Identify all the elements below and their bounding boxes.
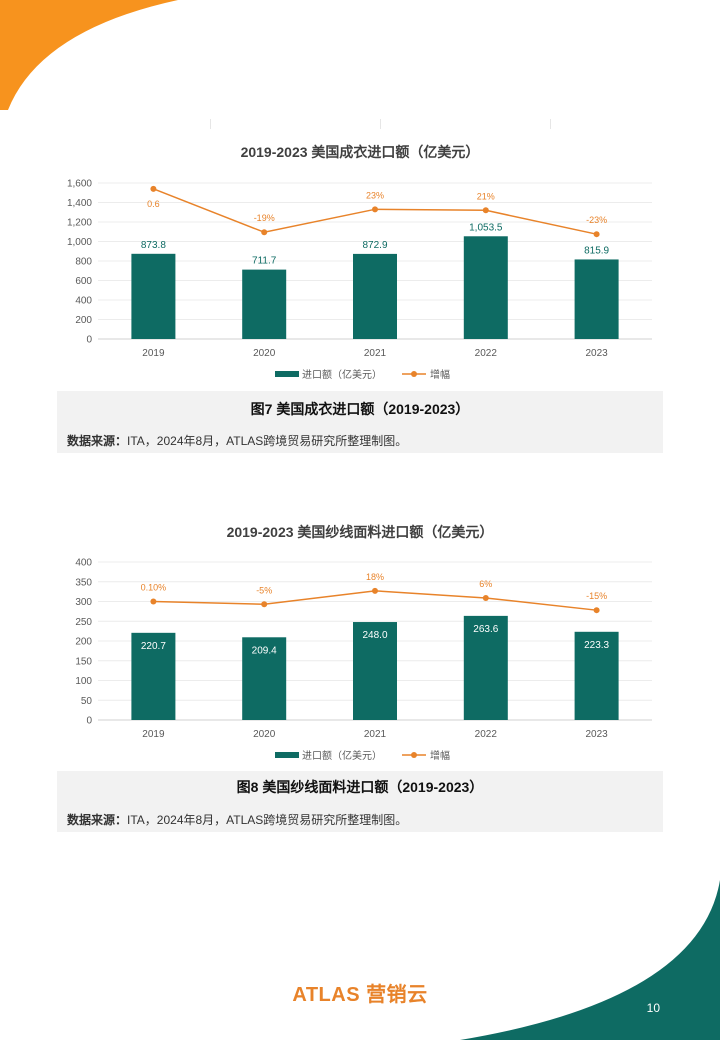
growth-label: -5%: [256, 585, 272, 595]
growth-marker: [593, 231, 600, 238]
x-tick-label: 2022: [475, 348, 498, 359]
growth-marker: [482, 207, 489, 214]
y-tick-label: 1,200: [67, 218, 92, 229]
x-tick-label: 2020: [253, 348, 276, 359]
bar-value-label: 209.4: [252, 645, 277, 656]
y-tick-label: 350: [75, 577, 92, 588]
legend-bar-label: 进口额（亿美元）: [302, 368, 382, 381]
legend-bar-swatch: [275, 371, 299, 377]
y-tick-label: 250: [75, 617, 92, 628]
legend-line-marker: [411, 371, 417, 377]
growth-marker: [261, 601, 268, 608]
bar-value-label: 220.7: [141, 641, 166, 652]
figure-source: 数据来源：ITA，2024年8月，ATLAS跨境贸易研究所整理制图。: [67, 432, 407, 449]
growth-marker: [482, 594, 489, 601]
top-left-orange-arc: [0, 0, 178, 110]
legend-line-label: 增幅: [430, 368, 450, 381]
bar-value-label: 872.9: [362, 240, 387, 251]
growth-label: 6%: [479, 579, 492, 589]
bar-value-label: 815.9: [584, 245, 609, 256]
y-tick-label: 0: [86, 716, 92, 727]
growth-label: -23%: [586, 215, 607, 225]
legend-line-marker: [411, 752, 417, 758]
bar: [131, 632, 176, 720]
growth-marker: [593, 607, 600, 614]
bar-value-label: 1,053.5: [469, 222, 503, 233]
legend-bar-label: 进口额（亿美元）: [302, 749, 382, 762]
y-tick-label: 300: [75, 597, 92, 608]
chart-garment-imports: 2019-2023 美国成衣进口额（亿美元） 0 200 400 600 800 1,000…: [67, 144, 652, 381]
bar-value-label: 223.3: [584, 640, 609, 651]
y-tick-label: 1,000: [67, 237, 92, 248]
source-text: ITA，2024年8月，ATLAS跨境贸易研究所整理制图。: [127, 813, 408, 827]
bar: [574, 259, 619, 339]
bar-value-label: 711.7: [252, 256, 277, 267]
figure-8-caption-box: 图8 美国纱线面料进口额（2019-2023） 数据来源：ITA，2024年8月…: [57, 771, 663, 832]
x-tick-label: 2019: [142, 348, 165, 359]
bar: [574, 631, 619, 720]
y-tick-label: 200: [75, 315, 92, 326]
growth-label: -15%: [586, 591, 607, 601]
y-tick-label: 0: [86, 335, 92, 346]
chart-yarn-fabric-imports: 2019-2023 美国纱线面料进口额（亿美元） 0 50 100 150 200 250 3…: [75, 524, 652, 762]
y-tick-label: 150: [75, 656, 92, 667]
growth-marker: [150, 598, 157, 605]
figure-caption: 图7 美国成衣进口额（2019-2023）: [250, 401, 470, 417]
bar: [353, 253, 397, 339]
bar: [242, 269, 287, 339]
x-tick-label: 2023: [585, 348, 608, 359]
bar-value-label: 873.8: [141, 240, 166, 251]
y-tick-label: 50: [81, 696, 93, 707]
growth-label: 23%: [366, 190, 384, 200]
y-tick-label: 1,600: [67, 179, 92, 190]
growth-marker: [261, 229, 268, 236]
x-tick-label: 2021: [364, 729, 387, 740]
bar: [131, 253, 176, 339]
growth-marker: [372, 587, 378, 594]
bar-value-label: 248.0: [362, 630, 387, 641]
growth-marker: [372, 206, 378, 213]
y-tick-label: 600: [75, 276, 92, 287]
y-tick-label: 200: [75, 637, 92, 648]
page-number: 10: [646, 1001, 660, 1015]
x-tick-label: 2019: [142, 729, 165, 740]
x-tick-label: 2022: [475, 729, 498, 740]
chart-title: 2019-2023 美国成衣进口额（亿美元）: [241, 144, 480, 160]
x-tick-label: 2020: [253, 729, 276, 740]
bottom-right-teal-arc: [460, 880, 720, 1040]
growth-label: 0.10%: [141, 583, 167, 593]
legend-line-label: 增幅: [430, 749, 450, 762]
legend-bar-swatch: [275, 752, 299, 758]
bar: [463, 236, 508, 339]
source-label: 数据来源：: [67, 813, 128, 827]
bar: [353, 622, 397, 720]
bar-value-label: 263.6: [473, 624, 498, 635]
figure-caption: 图8 美国纱线面料进口额（2019-2023）: [236, 779, 484, 795]
atlas-logo: ATLAS 营销云: [292, 984, 428, 1006]
bar: [242, 637, 287, 720]
growth-label: 21%: [477, 191, 495, 201]
chart-title: 2019-2023 美国纱线面料进口额（亿美元）: [227, 524, 494, 540]
y-tick-label: 400: [75, 296, 92, 307]
growth-marker: [150, 185, 157, 192]
growth-label: -19%: [254, 213, 275, 223]
growth-label: 18%: [366, 572, 384, 582]
x-tick-label: 2023: [585, 729, 608, 740]
source-label: 数据来源：: [67, 434, 128, 448]
y-tick-label: 400: [75, 558, 92, 569]
figure-source: 数据来源：ITA，2024年8月，ATLAS跨境贸易研究所整理制图。: [67, 811, 407, 828]
y-tick-label: 800: [75, 257, 92, 268]
figure-7-caption-box: 图7 美国成衣进口额（2019-2023） 数据来源：ITA，2024年8月，A…: [57, 391, 663, 453]
bar: [463, 615, 508, 720]
source-text: ITA，2024年8月，ATLAS跨境贸易研究所整理制图。: [127, 434, 408, 448]
growth-label: 0.6: [147, 199, 160, 209]
y-tick-label: 100: [75, 676, 92, 687]
y-tick-label: 1,400: [67, 198, 92, 209]
x-tick-label: 2021: [364, 348, 387, 359]
